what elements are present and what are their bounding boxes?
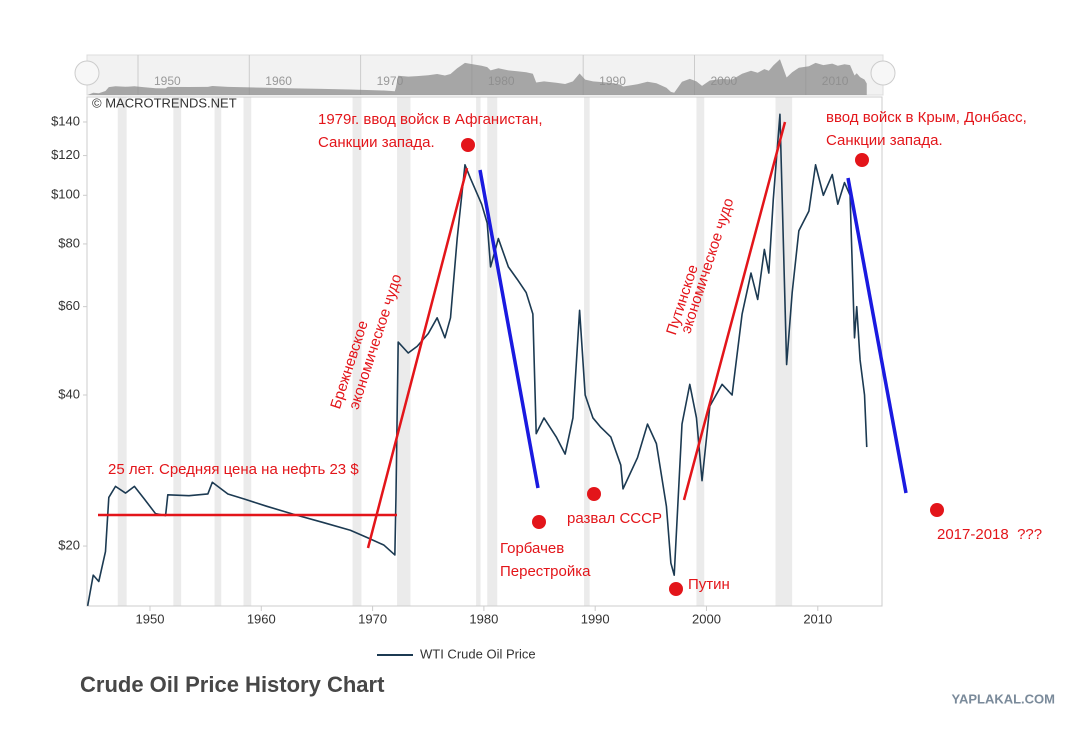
marker-dot: [532, 515, 546, 529]
marker-dot: [669, 582, 683, 596]
x-tick-label: 1960: [247, 611, 276, 626]
annotation: 1979г. ввод войск в Афганистан,: [318, 111, 543, 128]
marker-dot: [587, 487, 601, 501]
shaded-period: [117, 97, 127, 606]
annotation: развал СССР: [567, 510, 662, 527]
shaded-period: [476, 97, 481, 606]
annotation: ввод войск в Крым, Донбасс,: [826, 109, 1027, 126]
annotation: 2017-2018 ???: [937, 526, 1042, 543]
shaded-period: [487, 97, 498, 606]
trend-line: [366, 167, 469, 549]
x-tick-label: 2010: [803, 611, 832, 626]
navigator-tick-label: 1950: [154, 74, 181, 88]
source: © MACROTRENDS.NET: [92, 95, 237, 110]
shaded-period: [696, 97, 705, 606]
annotation: 25 лет. Средняя цена на нефть 23 $: [108, 461, 359, 478]
y-tick-label: $20: [58, 537, 80, 552]
series: [86, 113, 868, 607]
navigator-tick-label: 1960: [265, 74, 292, 88]
y-tick-label: $140: [51, 113, 80, 128]
annotation: Путин: [688, 576, 730, 593]
marker-dot: [930, 503, 944, 517]
trend-line: [682, 121, 787, 501]
shaded-period: [243, 97, 252, 606]
y-tick-label: $60: [58, 298, 80, 313]
x-tick-label: 1970: [358, 611, 387, 626]
annotation: Горбачев: [500, 540, 564, 557]
trend-line: [478, 169, 540, 489]
y-tick-label: $120: [51, 147, 80, 162]
x-tick-label: 1980: [469, 611, 498, 626]
marker-dot: [855, 153, 869, 167]
annotation-shapes: [98, 121, 944, 596]
annotation: Санкции запада.: [318, 134, 435, 151]
y-tick-label: $80: [58, 235, 80, 250]
navigator-series: [87, 59, 867, 95]
annotation: Санкции запада.: [826, 132, 943, 149]
navigator-handle[interactable]: [74, 60, 100, 86]
line: [86, 113, 868, 607]
legend-label[interactable]: WTI Crude Oil Price: [420, 646, 536, 661]
x-tick-label: 1990: [581, 611, 610, 626]
x-tick-label: 1950: [136, 611, 165, 626]
marker-dot: [461, 138, 475, 152]
chart-title: Crude Oil Price History Chart: [80, 672, 385, 697]
shaded-period: [397, 97, 411, 606]
y-tick-label: $40: [58, 386, 80, 401]
plot-frame: [86, 96, 883, 607]
trend-line: [846, 177, 908, 494]
watermark: YAPLAKAL.COM: [951, 691, 1055, 706]
shaded-period: [584, 97, 590, 606]
shaded-period: [214, 97, 222, 606]
shaded-period: [775, 97, 793, 606]
navigator-handle[interactable]: [870, 60, 896, 86]
shaded-period: [173, 97, 182, 606]
annotation: Перестройка: [500, 563, 591, 580]
axes: $20 $40 $60 $80 $100 $120 $140 1950 1960 1970 1980…: [51, 113, 832, 626]
shaded-periods: [117, 97, 793, 606]
y-tick-label: $100: [51, 187, 80, 202]
shaded-period: [352, 97, 362, 606]
x-tick-label: 2000: [692, 611, 721, 626]
